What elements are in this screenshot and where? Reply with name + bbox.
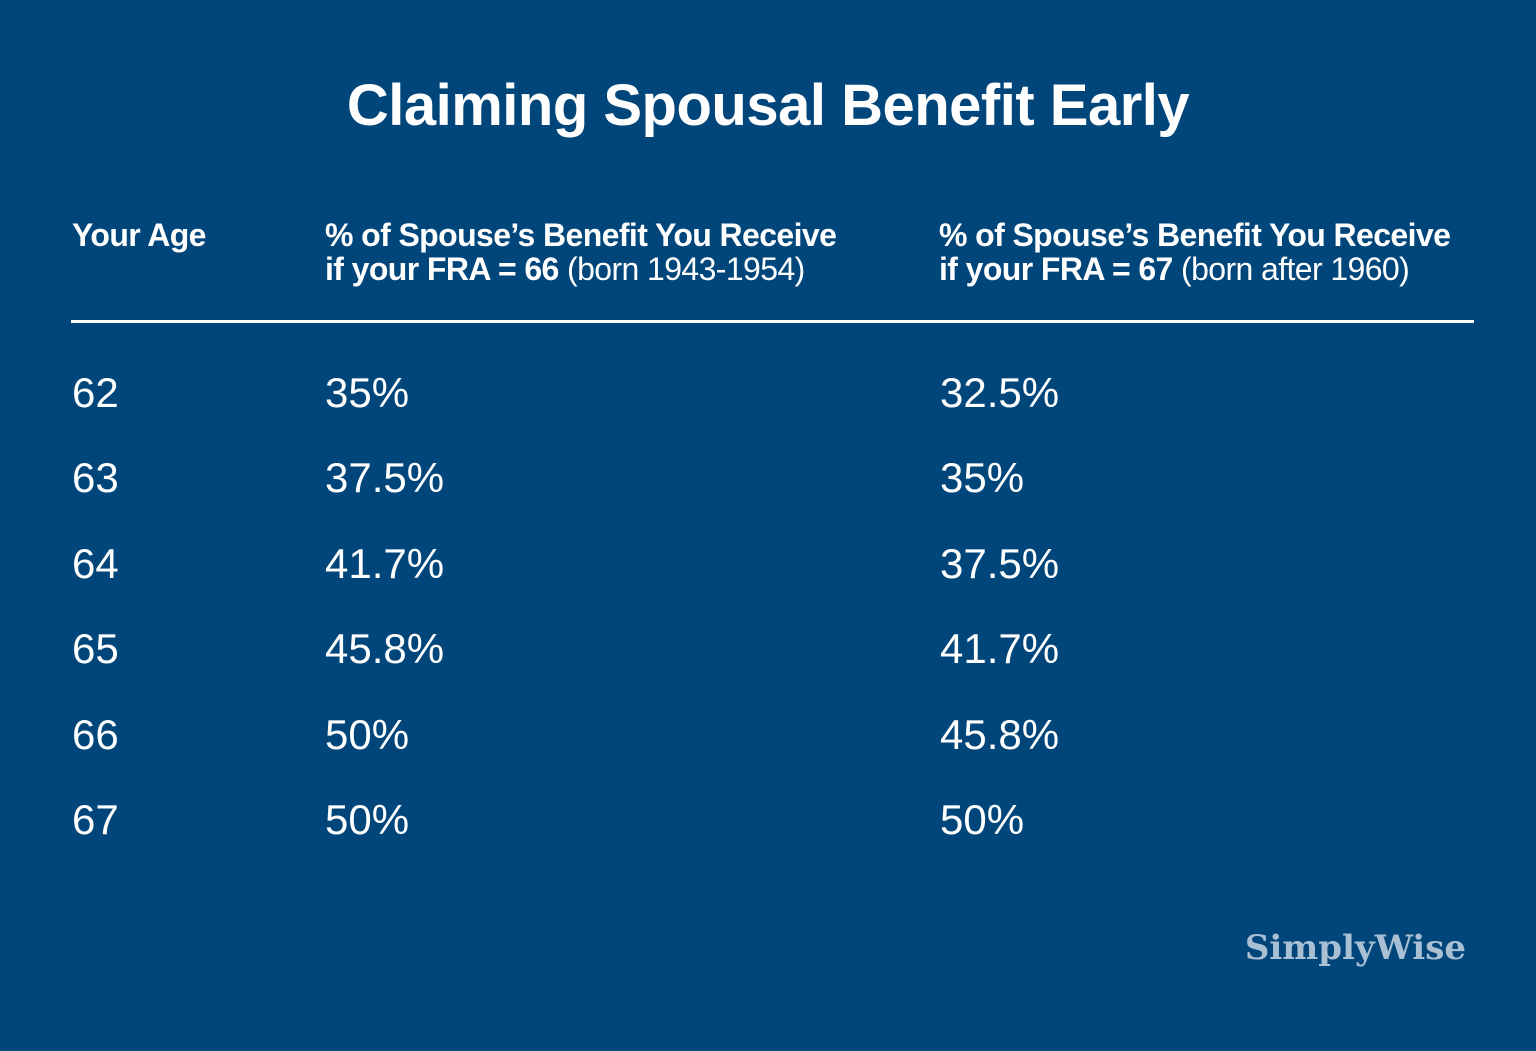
header-divider xyxy=(71,320,1474,323)
chart-title: Claiming Spousal Benefit Early xyxy=(346,73,1190,138)
header-fra-66-line1: % of Spouse’s Benefit You Receive xyxy=(325,217,837,253)
table-row: 63 37.5% 35% xyxy=(0,448,1536,508)
cell-age: 64 xyxy=(72,539,119,587)
table-row: 65 45.8% 41.7% xyxy=(0,619,1536,679)
cell-fra-66: 37.5% xyxy=(325,454,445,502)
cell-fra-66: 50% xyxy=(325,796,410,843)
header-fra-66: % of Spouse’s Benefit You Receive if you… xyxy=(325,217,837,287)
header-fra-67-line2-bold: if your FRA = 67 xyxy=(939,251,1173,287)
table-row: 66 50% 45.8% xyxy=(0,705,1536,765)
header-fra-66-line2-light: (born 1943-1954) xyxy=(558,251,805,287)
cell-fra-67: 50% xyxy=(940,796,1025,843)
cell-age: 66 xyxy=(72,710,119,758)
header-your-age: Your Age xyxy=(72,217,206,253)
cell-fra-66: 50% xyxy=(325,710,410,758)
brand-logo: SimplyWise xyxy=(1244,928,1466,968)
table-row: 67 50% 50% xyxy=(0,790,1536,850)
cell-age: 65 xyxy=(72,625,119,673)
cell-fra-67: 35% xyxy=(940,454,1025,502)
table-row: 62 35% 32.5% xyxy=(0,363,1536,423)
cell-fra-67: 37.5% xyxy=(940,539,1060,587)
cell-fra-67: 41.7% xyxy=(940,625,1060,673)
cell-fra-66: 35% xyxy=(325,369,410,416)
table-row: 64 41.7% 37.5% xyxy=(0,534,1536,594)
header-fra-67-line1: % of Spouse’s Benefit You Receive xyxy=(939,217,1451,253)
cell-age: 67 xyxy=(72,796,119,843)
cell-age: 63 xyxy=(72,454,119,502)
header-fra-67: % of Spouse’s Benefit You Receive if you… xyxy=(939,217,1451,287)
header-fra-67-line2-light: (born after 1960) xyxy=(1172,251,1410,287)
cell-fra-66: 41.7% xyxy=(325,539,445,587)
cell-fra-67: 32.5% xyxy=(940,369,1060,416)
cell-fra-66: 45.8% xyxy=(325,625,445,673)
cell-age: 62 xyxy=(72,369,119,416)
header-fra-66-line2-bold: if your FRA = 66 xyxy=(325,251,559,287)
cell-fra-67: 45.8% xyxy=(940,710,1060,758)
